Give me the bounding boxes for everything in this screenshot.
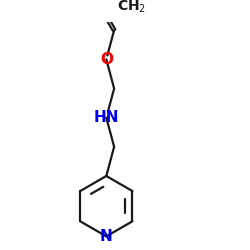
- Text: CH$_2$: CH$_2$: [117, 0, 146, 15]
- Text: HN: HN: [94, 110, 119, 125]
- Text: O: O: [100, 52, 113, 67]
- Text: N: N: [100, 229, 113, 244]
